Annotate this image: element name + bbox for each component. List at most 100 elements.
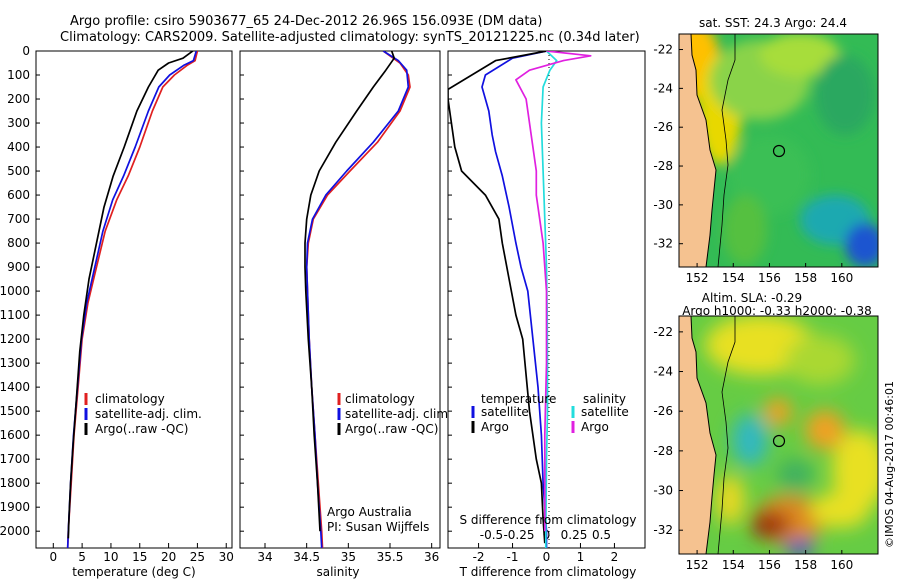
depth-tick-label: 2000 [0, 524, 30, 538]
depth-tick-label: 200 [7, 92, 30, 106]
lon-tick-label: 154 [722, 271, 745, 285]
salinity-axis: 34 34.5 35 35.5 36 [240, 50, 439, 564]
salinity-xlabel: salinity [316, 565, 359, 579]
legend-salinity-header: salinity [583, 392, 626, 406]
s-diff-tick-label: 0.25 [561, 528, 588, 542]
temperature-tick-label: 25 [190, 550, 205, 564]
depth-tick-label: 600 [7, 188, 30, 202]
temperature-panel: 0 100 200 300 400 500 600 700 800 900 1000 1100 1200… [0, 44, 234, 579]
depth-axis: 0 100 200 300 400 500 600 700 800 900 1000 1100 1200… [0, 44, 40, 538]
t-diff-tick-label: 1 [577, 550, 585, 564]
temperature-axis: 0 5 10 15 20 25 30 [49, 543, 234, 564]
depth-tick-label: 0 [22, 44, 30, 58]
depth-tick-label: 1100 [0, 308, 30, 322]
temperature-xlabel: temperature (deg C) [72, 565, 195, 579]
difference-legend: temperature salinity satellite Argo sate… [471, 392, 629, 434]
depth-tick-label: 1500 [0, 404, 30, 418]
depth-tick-label: 1000 [0, 284, 30, 298]
pi-label: PI: Susan Wijffels [327, 520, 429, 534]
depth-tick-label: 1300 [0, 356, 30, 370]
legend-climatology: climatology [95, 392, 165, 406]
difference-profiles [448, 51, 592, 548]
depth-tick-label: 1800 [0, 476, 30, 490]
t-diff-tick-label: 2 [611, 550, 619, 564]
sst-map-axes: 152 154 156 158 160 -22 -24 -26 -28 -30 -32 [653, 43, 853, 285]
legend-t-argo: Argo [481, 420, 509, 434]
depth-tick-label: 1400 [0, 380, 30, 394]
legend-argo-2: Argo(..raw -QC) [345, 422, 438, 436]
lon-tick-label: 160 [830, 271, 853, 285]
depth-tick-label: 800 [7, 236, 30, 250]
lat-tick-label: -24 [653, 81, 673, 95]
series-line-2-2 [540, 51, 558, 548]
legend-climatology-2: climatology [345, 392, 415, 406]
depth-tick-label: 300 [7, 116, 30, 130]
lon-tick-label: 158 [794, 558, 817, 572]
sst-argo-marker [772, 144, 786, 158]
depth-tick-label: 1900 [0, 500, 30, 514]
depth-tick-label: 1700 [0, 452, 30, 466]
legend-s-argo: Argo [581, 420, 609, 434]
argo-australia-label: Argo Australia [327, 505, 412, 519]
series-line-2-3 [515, 51, 592, 532]
lon-tick-label: 160 [830, 558, 853, 572]
depth-tick-label: 700 [7, 212, 30, 226]
temperature-tick-label: 10 [103, 550, 118, 564]
lat-tick-label: -30 [653, 484, 673, 498]
temperature-tick-label: 15 [132, 550, 147, 564]
lon-tick-label: 152 [686, 558, 709, 572]
depth-tick-label: 400 [7, 140, 30, 154]
salinity-legend: climatology satellite-adj. clim. Argo(..… [337, 392, 452, 436]
salinity-tick-label: 34.5 [293, 550, 320, 564]
temperature-tick-label: 20 [161, 550, 176, 564]
lat-tick-label: -32 [653, 523, 673, 537]
legend-s-satellite: satellite [581, 405, 629, 419]
salinity-tick-label: 36 [424, 550, 439, 564]
s-diff-tick-label: 0.5 [592, 528, 611, 542]
salinity-panel: 34 34.5 35 35.5 36 salinity climatology sate… [239, 50, 452, 579]
lat-tick-label: -26 [653, 120, 673, 134]
lat-tick-label: -24 [653, 365, 673, 379]
t-diff-tick-label: 0 [543, 550, 551, 564]
lon-tick-label: 152 [686, 271, 709, 285]
australia-land-2 [679, 316, 716, 554]
legend-t-satellite: satellite [481, 405, 529, 419]
series-line-2-1 [448, 51, 547, 544]
lat-tick-label: -28 [653, 444, 673, 458]
t-difference-xlabel: T difference from climatology [459, 565, 637, 579]
legend-argo: Argo(..raw -QC) [95, 422, 188, 436]
sla-map-title: Altim. SLA: -0.29 [702, 291, 802, 305]
legend-satellite-adj-2: satellite-adj. clim. [345, 407, 452, 421]
sla-map: Altim. SLA: -0.29 Argo h1000: -0.33 h200… [653, 291, 879, 572]
salinity-tick-label: 35.5 [377, 550, 404, 564]
shelf-contour-2 [717, 316, 736, 554]
sst-map-title: sat. SST: 24.3 Argo: 24.4 [699, 16, 847, 30]
lat-tick-label: -28 [653, 159, 673, 173]
t-diff-tick-label: -1 [507, 550, 519, 564]
temperature-tick-label: 30 [219, 550, 234, 564]
lon-tick-label: 158 [794, 271, 817, 285]
lat-tick-label: -30 [653, 198, 673, 212]
lat-tick-label: -32 [653, 237, 673, 251]
depth-tick-label: 500 [7, 164, 30, 178]
salinity-profiles [304, 51, 411, 548]
series-line-1-2 [304, 51, 396, 532]
difference-panel: -2 -1 0 1 2-0.5 -0.25 0 0.25 0.5 T difference fr… [447, 50, 646, 579]
depth-tick-label: 100 [7, 68, 30, 82]
depth-tick-label: 900 [7, 260, 30, 274]
sst-map: sat. SST: 24.3 Argo: 24.4 152 154 156 158 16… [653, 16, 879, 285]
salinity-tick-label: 35 [341, 550, 356, 564]
depth-tick-label: 1200 [0, 332, 30, 346]
legend-satellite-adj: satellite-adj. clim. [95, 407, 202, 421]
sla-map-subtitle: Argo h1000: -0.33 h2000: -0.38 [682, 304, 872, 318]
sla-argo-marker [772, 434, 786, 448]
title-line-1: Argo profile: csiro 5903677_65 24-Dec-20… [70, 14, 543, 29]
lon-tick-label: 156 [758, 271, 781, 285]
sla-map-axes: 152 154 156 158 160 -22 -24 -26 -28 -30 -32 [653, 325, 853, 572]
series-line-0-2 [67, 51, 194, 539]
s-diff-tick-label: -0.5 [480, 528, 503, 542]
t-diff-tick-label: -2 [473, 550, 485, 564]
s-difference-label: S difference from climatology [460, 513, 637, 527]
depth-tick-label: 1600 [0, 428, 30, 442]
